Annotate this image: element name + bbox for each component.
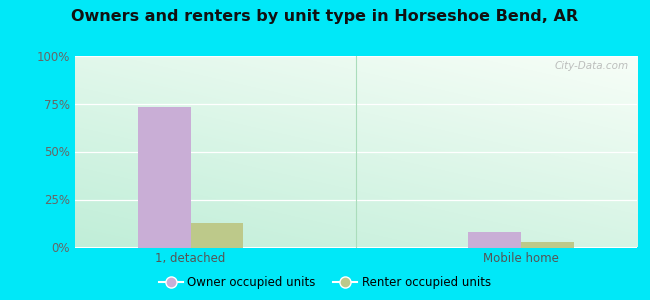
Bar: [521, 242, 574, 247]
Bar: [190, 223, 243, 247]
Legend: Owner occupied units, Renter occupied units: Owner occupied units, Renter occupied un…: [154, 272, 496, 294]
Text: City-Data.com: City-Data.com: [554, 61, 629, 71]
Bar: [138, 107, 190, 248]
Text: Owners and renters by unit type in Horseshoe Bend, AR: Owners and renters by unit type in Horse…: [72, 9, 578, 24]
Bar: [468, 232, 521, 248]
